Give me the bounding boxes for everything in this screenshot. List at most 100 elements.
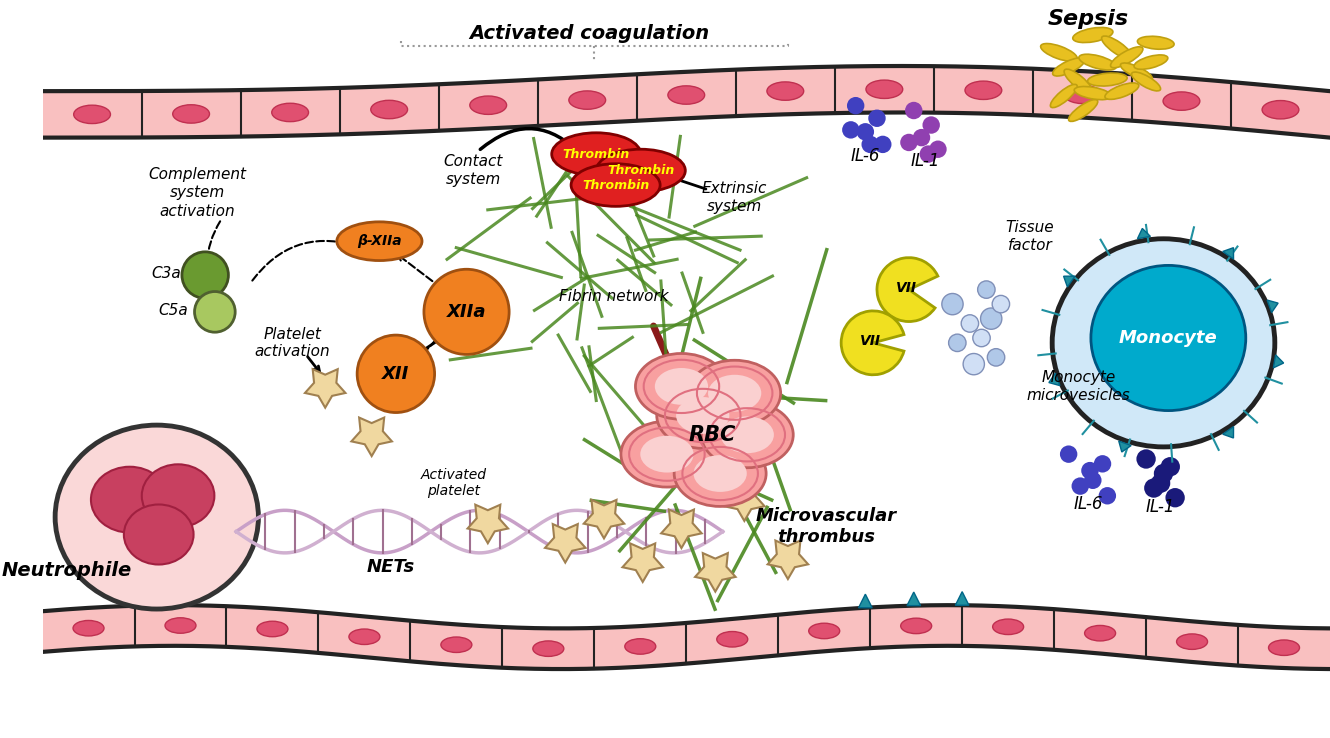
- Text: VII: VII: [859, 334, 880, 348]
- Circle shape: [1136, 449, 1156, 469]
- Polygon shape: [468, 505, 508, 543]
- Polygon shape: [1222, 427, 1233, 438]
- Circle shape: [900, 134, 918, 151]
- Ellipse shape: [440, 637, 472, 652]
- Circle shape: [942, 294, 963, 315]
- Ellipse shape: [257, 621, 287, 637]
- Ellipse shape: [1064, 85, 1101, 103]
- Circle shape: [1165, 488, 1185, 508]
- Ellipse shape: [900, 618, 931, 634]
- Ellipse shape: [533, 641, 564, 656]
- Polygon shape: [907, 592, 920, 606]
- Ellipse shape: [717, 632, 747, 647]
- Text: RBC: RBC: [689, 425, 735, 445]
- Circle shape: [868, 109, 886, 127]
- Circle shape: [919, 145, 938, 163]
- Ellipse shape: [701, 402, 793, 468]
- Ellipse shape: [809, 623, 839, 638]
- Ellipse shape: [1064, 69, 1092, 94]
- Text: XII: XII: [382, 365, 410, 383]
- Ellipse shape: [271, 103, 309, 122]
- Ellipse shape: [625, 638, 656, 654]
- Polygon shape: [305, 369, 346, 407]
- Ellipse shape: [1162, 92, 1200, 110]
- Ellipse shape: [90, 466, 169, 533]
- Ellipse shape: [1068, 100, 1097, 122]
- Text: NETs: NETs: [367, 559, 415, 576]
- Text: Platelet
activation: Platelet activation: [254, 327, 330, 359]
- Text: Monocyte
microvesicles: Monocyte microvesicles: [1027, 370, 1130, 403]
- Circle shape: [857, 123, 874, 140]
- Ellipse shape: [469, 96, 507, 114]
- Ellipse shape: [636, 354, 728, 419]
- Circle shape: [1099, 487, 1116, 505]
- Ellipse shape: [654, 368, 708, 404]
- Circle shape: [862, 136, 879, 153]
- Ellipse shape: [1091, 266, 1246, 410]
- Ellipse shape: [569, 91, 605, 109]
- Circle shape: [194, 292, 235, 332]
- Ellipse shape: [693, 455, 746, 492]
- Circle shape: [962, 315, 979, 332]
- Ellipse shape: [992, 619, 1024, 635]
- Ellipse shape: [1262, 100, 1299, 119]
- Circle shape: [1084, 472, 1101, 489]
- Polygon shape: [724, 483, 765, 521]
- Polygon shape: [859, 594, 872, 607]
- Circle shape: [1081, 462, 1099, 479]
- Ellipse shape: [767, 82, 803, 100]
- Ellipse shape: [657, 382, 749, 449]
- Ellipse shape: [1111, 46, 1142, 68]
- Ellipse shape: [689, 360, 781, 426]
- Circle shape: [182, 252, 229, 298]
- Ellipse shape: [1177, 634, 1208, 649]
- Ellipse shape: [1088, 73, 1127, 86]
- Text: Microvascular
thrombus: Microvascular thrombus: [755, 507, 898, 546]
- Circle shape: [1144, 478, 1164, 497]
- Circle shape: [923, 117, 940, 134]
- Circle shape: [1060, 446, 1077, 463]
- Text: IL-1: IL-1: [911, 152, 940, 170]
- Text: Complement
system
activation: Complement system activation: [149, 167, 246, 219]
- Ellipse shape: [676, 397, 729, 434]
- Ellipse shape: [1052, 239, 1275, 447]
- Text: IL-6: IL-6: [1073, 495, 1103, 514]
- Circle shape: [847, 97, 864, 114]
- Ellipse shape: [1132, 72, 1161, 91]
- Text: Activated coagulation: Activated coagulation: [469, 24, 709, 43]
- Circle shape: [1150, 474, 1170, 493]
- Polygon shape: [545, 524, 585, 562]
- Text: IL-6: IL-6: [851, 147, 880, 165]
- Polygon shape: [351, 418, 392, 456]
- Polygon shape: [767, 540, 809, 579]
- Circle shape: [424, 269, 509, 354]
- Ellipse shape: [1105, 83, 1138, 100]
- Polygon shape: [622, 543, 662, 582]
- Ellipse shape: [1040, 44, 1077, 61]
- Circle shape: [874, 136, 891, 153]
- Circle shape: [978, 281, 995, 298]
- Polygon shape: [696, 553, 735, 592]
- Circle shape: [992, 295, 1009, 313]
- Text: Thrombin: Thrombin: [608, 164, 674, 177]
- Text: Extrinsic
system: Extrinsic system: [702, 182, 767, 214]
- Ellipse shape: [596, 149, 685, 192]
- Ellipse shape: [142, 464, 214, 527]
- Polygon shape: [584, 500, 624, 539]
- Ellipse shape: [336, 222, 422, 261]
- Ellipse shape: [1079, 54, 1116, 70]
- Text: Thrombin: Thrombin: [563, 148, 630, 161]
- Circle shape: [1072, 477, 1089, 494]
- Circle shape: [972, 329, 991, 347]
- Circle shape: [963, 354, 984, 375]
- Ellipse shape: [173, 105, 210, 123]
- Text: Contact
system: Contact system: [444, 154, 503, 187]
- Text: C3a: C3a: [152, 266, 181, 280]
- Polygon shape: [1137, 229, 1150, 238]
- Polygon shape: [1222, 248, 1233, 259]
- Polygon shape: [1049, 373, 1060, 385]
- Text: IL-1: IL-1: [1146, 498, 1176, 517]
- Circle shape: [1154, 464, 1173, 483]
- Circle shape: [948, 334, 966, 351]
- Ellipse shape: [1073, 27, 1113, 43]
